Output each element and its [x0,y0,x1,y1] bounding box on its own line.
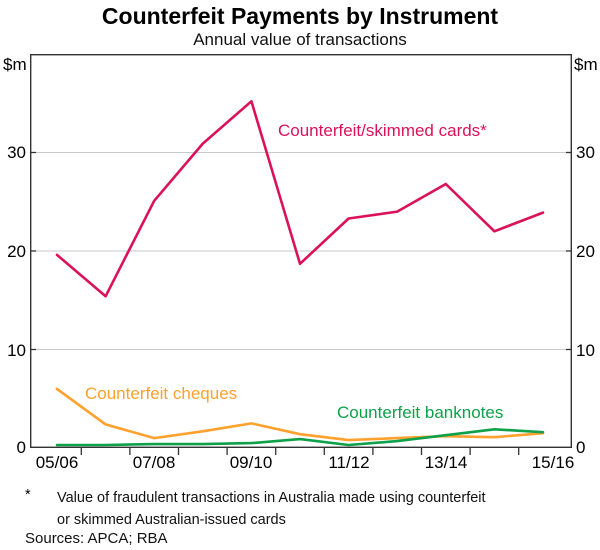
series-label-counterfeit-cheques: Counterfeit cheques [85,384,238,403]
series-label-counterfeit-skimmed-cards: Counterfeit/skimmed cards* [278,121,487,140]
series-line-1 [55,387,545,442]
x-tick-label-0708: 07/08 [132,453,176,472]
x-tick-label-0910: 09/10 [229,453,273,472]
series-line-0 [55,99,545,298]
x-tick-label-1112: 11/12 [328,453,370,472]
x-tick-label-0506: 05/06 [35,453,79,472]
y-tick-label-right-10: 10 [576,341,595,360]
y-tick-label-right-30: 30 [576,143,595,162]
series-line-2 [55,427,545,447]
y-tick-label-left-30: 30 [7,143,26,162]
y-axis-unit-right: $m [574,55,598,74]
sources-text: Sources: APCA; RBA [25,530,168,547]
chart-title: Counterfeit Payments by Instrument [101,3,499,29]
footnote-line-2: or skimmed Australian-issued cards [57,512,286,528]
plot-frame [30,54,572,449]
y-axis-unit-left: $m [3,55,27,74]
y-tick-label-right-20: 20 [576,242,595,261]
chart-subtitle: Annual value of transactions [193,30,407,49]
series-label-counterfeit-banknotes: Counterfeit banknotes [337,403,504,422]
x-tick-label-1314: 13/14 [424,453,468,472]
x-tick-label-1516: 15/16 [531,453,575,472]
y-tick-label-left-0: 0 [16,438,26,457]
y-tick-label-left-20: 20 [7,242,26,261]
chart-plot-area [30,54,572,455]
footnote-text: Value of fraudulent transactions in Aust… [57,487,537,531]
footnote-marker: * [25,487,31,503]
y-tick-label-right-0: 0 [576,438,586,457]
y-tick-label-left-10: 10 [7,341,26,360]
footnote-line-1: Value of fraudulent transactions in Aust… [57,490,486,506]
